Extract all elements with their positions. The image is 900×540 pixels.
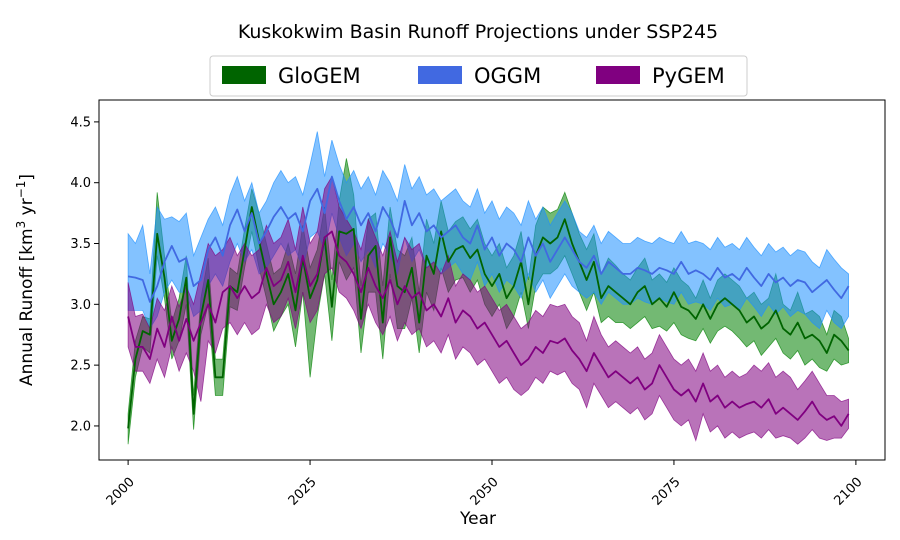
uncertainty-bands — [127, 131, 849, 445]
y-tick-label-4: 4.0 — [70, 176, 91, 191]
y-axis: 2.0 2.5 3.0 3.5 4.0 4.5 — [70, 115, 99, 434]
y-tick-label-5: 4.5 — [70, 115, 91, 130]
pygem-legend-label: PyGEM — [652, 64, 725, 88]
x-axis-label: Year — [459, 509, 496, 529]
glogem-legend-label: GloGEM — [278, 64, 361, 88]
pygem-legend-swatch — [596, 66, 640, 84]
oggm-mean-line — [127, 175, 850, 303]
x-tick-label-2025: 2025 — [286, 475, 320, 509]
glogem-legend-swatch — [222, 66, 266, 84]
oggm-legend-label: OGGM — [474, 64, 541, 88]
pygem-mean-line — [127, 230, 850, 427]
chart-title: Kuskokwim Basin Runoff Projections under… — [238, 21, 718, 43]
pygem-band — [127, 175, 849, 445]
x-tick-label-2050: 2050 — [468, 475, 502, 509]
y-tick-label-1: 2.5 — [70, 359, 91, 374]
x-axis: 2000 2025 2050 2075 2100 — [104, 460, 866, 509]
y-tick-label-3: 3.5 — [70, 237, 91, 252]
y-tick-label-0: 2.0 — [70, 419, 91, 434]
y-tick-label-2: 3.0 — [70, 298, 91, 313]
x-tick-label-2000: 2000 — [104, 475, 138, 509]
legend: GloGEM OGGM PyGEM — [209, 55, 748, 97]
oggm-legend-swatch — [418, 66, 462, 84]
mean-lines — [127, 175, 850, 429]
x-tick-label-2100: 2100 — [832, 475, 866, 509]
y-axis-label: Annual Runoff [km3 yr−1] — [14, 174, 37, 386]
x-tick-label-2075: 2075 — [650, 475, 684, 509]
glogem-mean-line — [127, 206, 850, 429]
